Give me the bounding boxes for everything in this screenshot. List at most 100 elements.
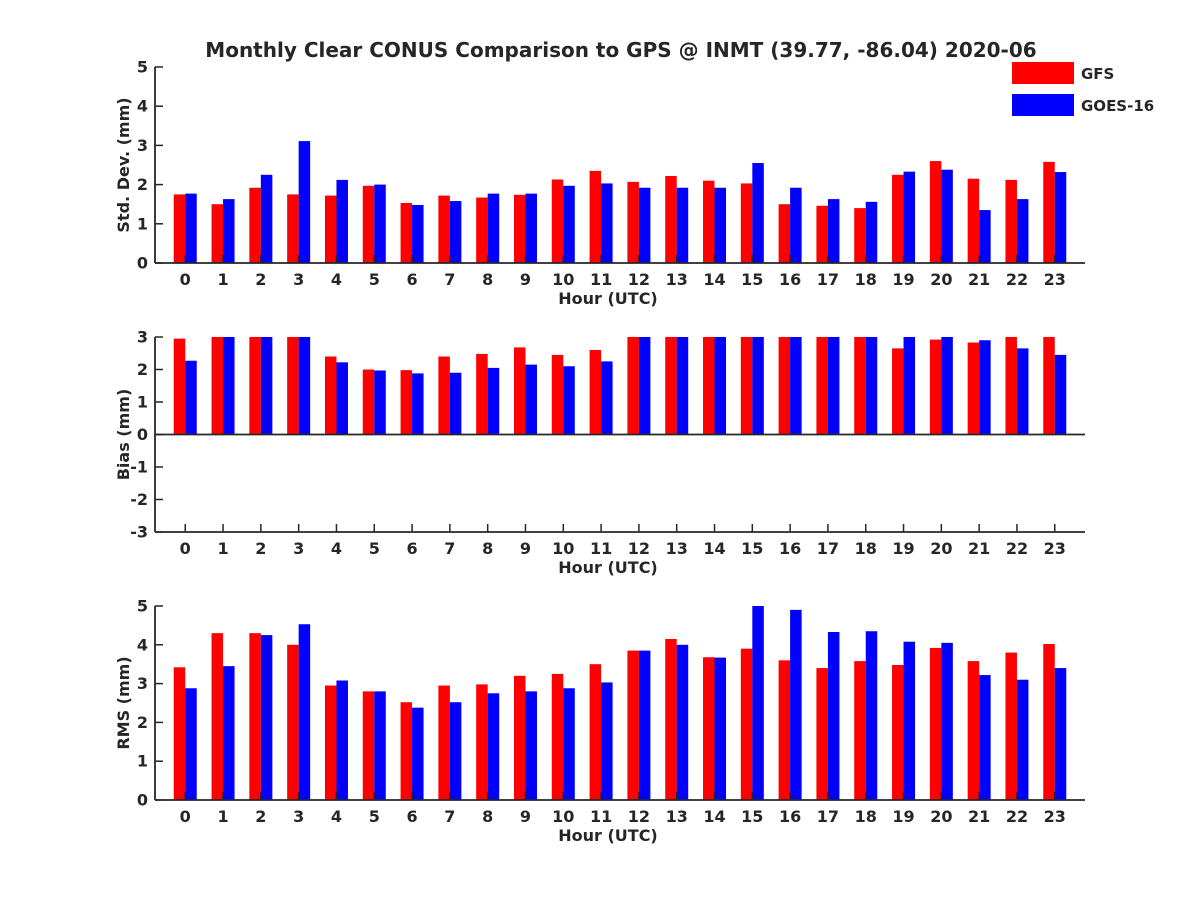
x-tick-label: 20	[930, 270, 952, 289]
x-tick-label: 18	[855, 539, 877, 558]
x-tick-label: 8	[482, 539, 493, 558]
bar-gfs-hour-8	[476, 353, 488, 435]
x-tick-label: 16	[779, 270, 801, 289]
bar-goes16-hour-6	[412, 707, 424, 800]
x-tick-label: 12	[628, 807, 650, 826]
bar-goes16-hour-12	[638, 650, 651, 800]
x-tick-label: 1	[217, 539, 228, 558]
x-tick-label: 3	[293, 270, 304, 289]
bar-gfs-hour-7	[438, 195, 450, 263]
bar-gfs-hour-18	[854, 661, 866, 800]
x-tick-label: 10	[552, 807, 574, 826]
x-tick-label: 10	[552, 539, 574, 558]
bar-goes16-hour-9	[525, 193, 537, 263]
x-tick-label: 19	[892, 270, 914, 289]
y-tick-label: 1	[137, 393, 148, 412]
bar-gfs-hour-23	[1043, 161, 1055, 263]
bar-goes16-hour-3	[298, 624, 311, 800]
bar-gfs-hour-23	[1043, 644, 1055, 800]
x-tick-label: 0	[180, 270, 191, 289]
x-tick-label: 4	[331, 270, 342, 289]
bar-gfs-hour-10	[551, 673, 564, 800]
chart-legend: GFS GOES-16	[1012, 62, 1154, 116]
bar-goes16-hour-4	[336, 179, 348, 263]
bar-gfs-hour-7	[438, 685, 450, 800]
bar-gfs-hour-16	[778, 337, 791, 435]
bar-goes16-hour-14	[714, 337, 727, 435]
bar-goes16-hour-11	[601, 361, 613, 435]
bar-goes16-hour-7	[449, 702, 462, 800]
bar-goes16-hour-19	[903, 337, 916, 435]
bar-goes16-hour-0	[185, 193, 197, 263]
bar-gfs-hour-11	[589, 664, 602, 800]
y-tick-label: 5	[137, 58, 148, 77]
bar-goes16-hour-11	[601, 682, 613, 800]
bar-gfs-hour-5	[362, 185, 375, 263]
bar-goes16-hour-4	[336, 680, 348, 800]
bar-goes16-hour-23	[1054, 354, 1067, 435]
bar-gfs-hour-10	[551, 354, 564, 435]
bar-goes16-hour-9	[525, 691, 537, 800]
bar-gfs-hour-1	[211, 633, 224, 800]
y-tick-label: 3	[137, 674, 148, 693]
y-axis-label: RMS (mm)	[114, 656, 133, 749]
bar-gfs-hour-2	[249, 187, 261, 263]
y-tick-label: -3	[130, 523, 148, 542]
x-tick-label: 18	[855, 807, 877, 826]
legend-label-gfs: GFS	[1081, 65, 1114, 83]
bar-gfs-hour-22	[1005, 179, 1017, 263]
bar-gfs-hour-3	[287, 337, 299, 435]
x-tick-label: 7	[444, 807, 455, 826]
x-tick-label: 3	[293, 539, 304, 558]
bar-goes16-hour-8	[487, 693, 500, 800]
bar-goes16-hour-4	[336, 362, 348, 435]
x-tick-label: 17	[817, 807, 839, 826]
x-tick-label: 8	[482, 270, 493, 289]
x-tick-label: 5	[369, 807, 380, 826]
bar-gfs-hour-1	[211, 204, 224, 263]
bar-goes16-hour-15	[752, 163, 764, 263]
bar-gfs-hour-16	[778, 204, 791, 263]
bar-gfs-hour-5	[362, 369, 375, 435]
x-tick-label: 10	[552, 270, 574, 289]
bar-gfs-hour-13	[665, 175, 677, 263]
bar-gfs-hour-17	[816, 668, 828, 800]
bar-goes16-hour-7	[449, 372, 462, 435]
bar-goes16-hour-2	[260, 635, 273, 800]
x-tick-label: 0	[180, 539, 191, 558]
bar-gfs-hour-14	[703, 180, 715, 263]
bar-gfs-hour-19	[892, 174, 904, 263]
bar-goes16-hour-3	[298, 337, 311, 435]
x-tick-label: 13	[666, 539, 688, 558]
y-tick-label: 1	[137, 214, 148, 233]
y-tick-label: 0	[137, 425, 148, 444]
x-tick-label: 5	[369, 270, 380, 289]
bar-goes16-hour-19	[903, 171, 916, 263]
bar-gfs-hour-7	[438, 356, 450, 435]
chart-panels: 0 1 2 3 4 5 6 7 8 9 10 11 12 13 14 15 16 17 18 19 20 21 22 2301…	[114, 58, 1085, 845]
bar-gfs-hour-6	[400, 702, 413, 800]
x-tick-label: 20	[930, 807, 952, 826]
bar-gfs-hour-12	[627, 181, 639, 263]
bar-gfs-hour-11	[589, 350, 602, 435]
bar-gfs-hour-8	[476, 684, 488, 800]
x-axis-label: Hour (UTC)	[558, 826, 658, 845]
x-tick-label: 16	[779, 807, 801, 826]
bar-goes16-hour-6	[412, 373, 424, 435]
bar-goes16-hour-22	[1016, 679, 1029, 800]
bar-gfs-hour-19	[892, 664, 904, 800]
bar-goes16-hour-1	[223, 199, 235, 263]
bar-gfs-hour-1	[211, 337, 224, 435]
x-tick-label: 6	[407, 539, 418, 558]
bar-goes16-hour-11	[601, 183, 613, 263]
x-axis-label: Hour (UTC)	[558, 558, 658, 577]
x-tick-label: 7	[444, 270, 455, 289]
x-tick-label: 11	[590, 539, 612, 558]
bar-goes16-hour-20	[941, 169, 953, 263]
x-tick-label: 1	[217, 807, 228, 826]
x-tick-label: 4	[331, 539, 342, 558]
bar-goes16-hour-21	[979, 340, 991, 435]
bar-gfs-hour-20	[929, 339, 942, 435]
bar-gfs-hour-4	[324, 685, 337, 800]
bar-goes16-hour-3	[298, 141, 311, 263]
